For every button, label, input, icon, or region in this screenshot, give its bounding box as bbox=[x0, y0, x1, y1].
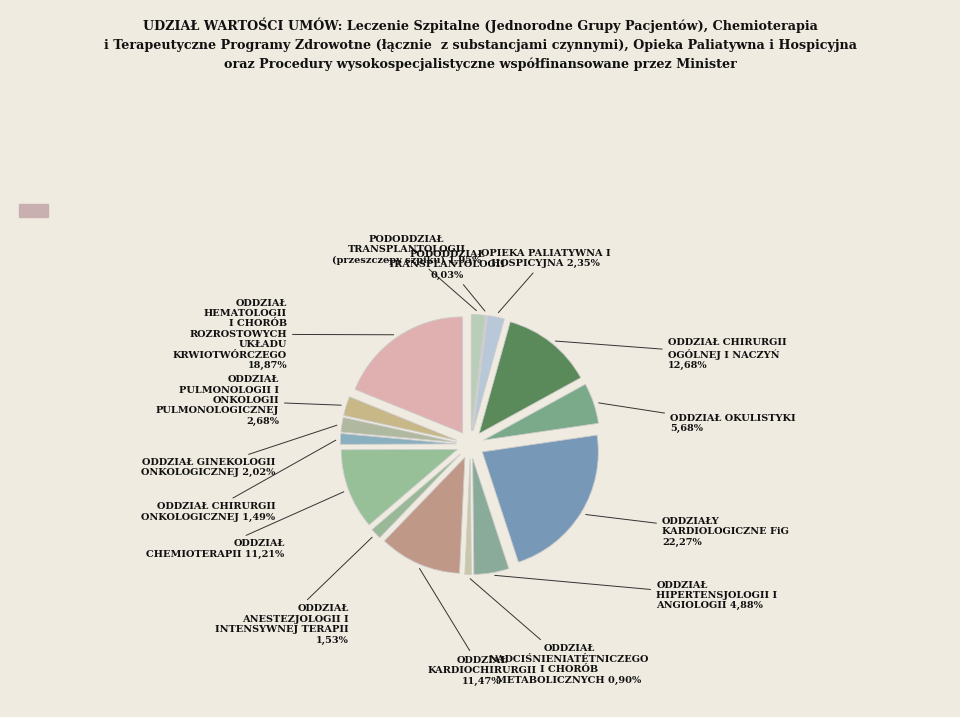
Wedge shape bbox=[473, 315, 504, 431]
Wedge shape bbox=[384, 457, 465, 574]
Wedge shape bbox=[472, 315, 487, 431]
Wedge shape bbox=[472, 458, 509, 574]
Wedge shape bbox=[341, 450, 457, 525]
Text: UDZIAŁ WARTOŚCI UMÓW: Leczenie Szpitalne (Jednorodne Grupy Pacjentów), Chemioter: UDZIAŁ WARTOŚCI UMÓW: Leczenie Szpitalne… bbox=[104, 18, 856, 71]
Text: ODDZIAŁ OKULISTYKI
5,68%: ODDZIAŁ OKULISTYKI 5,68% bbox=[599, 403, 796, 433]
Text: PODODDZIAŁ
TRANSPLANTOLOGII
0,03%: PODODDZIAŁ TRANSPLANTOLOGII 0,03% bbox=[388, 250, 506, 311]
Text: ODDZIAŁ
CHEMIOTERAPII 11,21%: ODDZIAŁ CHEMIOTERAPII 11,21% bbox=[147, 492, 344, 559]
Text: ODDZIAŁ
ANESTEZJOLOGII I
INTENSYWNEJ TERAPII
1,53%: ODDZIAŁ ANESTEZJOLOGII I INTENSYWNEJ TER… bbox=[215, 537, 372, 645]
Text: ODDZIAŁ CHIRURGII
ONKOLOGICZNEJ 1,49%: ODDZIAŁ CHIRURGII ONKOLOGICZNEJ 1,49% bbox=[141, 440, 336, 521]
Wedge shape bbox=[484, 384, 598, 440]
Text: ODDZIAŁ
KARDIOCHIRURGII
11,47%: ODDZIAŁ KARDIOCHIRURGII 11,47% bbox=[420, 569, 537, 685]
Bar bbox=[19, 204, 48, 217]
Text: OPIEKA PALIATYWNA I
HOSPICYJNA 2,35%: OPIEKA PALIATYWNA I HOSPICYJNA 2,35% bbox=[481, 249, 611, 313]
Text: ODDZIAŁ GINEKOLOGII
ONKOLOGICZNEJ 2,02%: ODDZIAŁ GINEKOLOGII ONKOLOGICZNEJ 2,02% bbox=[141, 425, 337, 478]
Text: ODDZIAŁ
PULMONOLOGII I
ONKOLOGII
PULMONOLOGICZNEJ
2,68%: ODDZIAŁ PULMONOLOGII I ONKOLOGII PULMONO… bbox=[156, 375, 341, 426]
Wedge shape bbox=[341, 434, 457, 445]
Text: ODDZIAŁ
HIPERTENSJOLOGII I
ANGIOLOGII 4,88%: ODDZIAŁ HIPERTENSJOLOGII I ANGIOLOGII 4,… bbox=[494, 575, 778, 610]
Text: ODDZIAŁ CHIRURGII
OGÓLNEJ I NACZYŃ
12,68%: ODDZIAŁ CHIRURGII OGÓLNEJ I NACZYŃ 12,68… bbox=[556, 338, 786, 370]
Text: PODODDZIAŁ
TRANSPLANTOLOGII
(przeszczepy szpiku) 1,95%: PODODDZIAŁ TRANSPLANTOLOGII (przeszczepy… bbox=[332, 234, 481, 310]
Wedge shape bbox=[355, 317, 463, 433]
Wedge shape bbox=[344, 397, 457, 440]
Wedge shape bbox=[482, 435, 598, 562]
Wedge shape bbox=[341, 417, 457, 442]
Text: ODDZIAŁ
NADCIŚNIENIATĖTNICZEGO
I CHORÓB
METABOLICZNYCH 0,90%: ODDZIAŁ NADCIŚNIENIATĖTNICZEGO I CHORÓB … bbox=[470, 579, 649, 685]
Wedge shape bbox=[372, 454, 460, 538]
Wedge shape bbox=[471, 315, 486, 431]
Text: ODDZIAŁ
HEMATOLOGII
I CHORÓB
ROZROSTOWYCH
UKŁADU
KRWIOTWÓRCZEGO
18,87%: ODDZIAŁ HEMATOLOGII I CHORÓB ROZROSTOWYC… bbox=[173, 298, 394, 370]
Text: ODDZIAŁY
KARDIOLOGICZNE FiG
22,27%: ODDZIAŁY KARDIOLOGICZNE FiG 22,27% bbox=[586, 515, 789, 546]
Wedge shape bbox=[465, 458, 471, 574]
Wedge shape bbox=[479, 322, 581, 434]
